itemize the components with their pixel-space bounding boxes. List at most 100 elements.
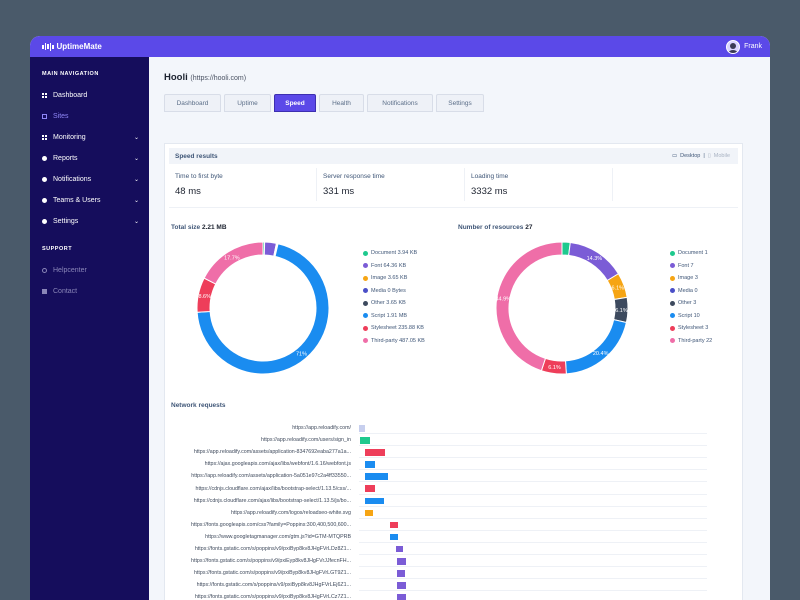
slice-label: 44.9%: [495, 297, 511, 303]
sidebar-item-reports[interactable]: Reports ⌄: [30, 148, 149, 169]
network-request-row[interactable]: https://cdnjs.cloudflare.com/ajax/libs/b…: [169, 495, 733, 507]
sidebar-item-label: Helpcenter: [53, 267, 87, 274]
sites-icon: [42, 114, 47, 119]
network-request-row[interactable]: https://fonts.gstatic.com/s/poppins/v9/p…: [169, 555, 733, 568]
metrics-row: Time to first byte 48 ms Server response…: [169, 168, 738, 208]
sidebar-item-label: Monitoring: [53, 134, 86, 141]
request-timeline: [359, 482, 707, 495]
chevron-down-icon: ⌄: [133, 135, 139, 141]
donut-slice[interactable]: [495, 241, 563, 372]
tab-health[interactable]: Health: [319, 94, 364, 112]
sidebar-item-dashboard[interactable]: Dashboard: [30, 85, 149, 106]
request-timing-bar[interactable]: [396, 558, 406, 565]
mobile-toggle[interactable]: Mobile: [713, 153, 730, 159]
slice-label: 6.1%: [615, 308, 628, 314]
legend-label: Script 10: [678, 312, 700, 319]
network-request-row[interactable]: https://fonts.gstatic.com/s/poppins/v9/p…: [169, 579, 733, 592]
request-timing-bar[interactable]: [396, 594, 406, 600]
legend-swatch: [670, 275, 675, 281]
legend-swatch: [363, 338, 368, 344]
sidebar-item-sites[interactable]: Sites: [30, 106, 149, 127]
network-request-row[interactable]: https://cdnjs.cloudflare.com/ajax/libs/b…: [169, 482, 733, 495]
request-timing-bar[interactable]: [365, 473, 389, 480]
slice-label: 17.7%: [224, 255, 240, 261]
request-timing-bar[interactable]: [365, 485, 375, 492]
request-timing-bar[interactable]: [390, 521, 398, 529]
slice-label: 20.4%: [593, 351, 609, 357]
legend-item: Script 10: [670, 310, 712, 323]
sidebar-item-settings[interactable]: Settings ⌄: [30, 211, 149, 232]
request-timing-bar[interactable]: [360, 437, 371, 444]
view-separator: |: [703, 153, 705, 159]
sidebar-item-helpcenter[interactable]: Helpcenter: [30, 260, 149, 281]
legend-label: Image 3.65 KB: [371, 275, 408, 282]
sidebar-item-label: Settings: [53, 218, 79, 225]
network-request-row[interactable]: https://app.reloadify.com/assets/applica…: [169, 470, 733, 483]
request-timeline: [359, 531, 707, 543]
legend-item: Font 64.36 KB: [363, 260, 425, 273]
sidebar-item-teams-users[interactable]: Teams & Users ⌄: [30, 190, 149, 211]
user-menu[interactable]: Frank: [726, 39, 762, 54]
legend-item: Stylesheet 3: [670, 322, 712, 335]
top-bar: UptimeMate Frank: [30, 36, 770, 57]
network-request-row[interactable]: https://app.reloadify.com/: [169, 422, 733, 435]
request-timeline: [359, 591, 707, 600]
legend-label: Document 1: [678, 250, 708, 257]
slice-label: 6.1%: [548, 365, 561, 371]
legend-item: Third-party 487.05 KB: [363, 335, 425, 348]
network-request-row[interactable]: https://ajax.googleapis.com/ajax/libs/we…: [169, 458, 733, 471]
tab-notifications[interactable]: Notifications: [367, 94, 433, 112]
donut-slice[interactable]: [203, 241, 264, 285]
request-timing-bar[interactable]: [365, 449, 386, 456]
request-timeline: [359, 543, 707, 556]
donut-slice[interactable]: [196, 243, 330, 375]
sidebar-item-label: Contact: [53, 288, 78, 295]
request-timing-bar[interactable]: [396, 570, 405, 577]
sidebar-item-contact[interactable]: Contact: [30, 281, 149, 302]
request-url: https://fonts.gstatic.com/s/poppins/v9/p…: [191, 558, 351, 565]
legend-item: Media 0: [670, 285, 712, 298]
sidebar: MAIN NAVIGATION Dashboard Sites Monitori…: [30, 57, 149, 600]
desktop-toggle[interactable]: Desktop: [680, 153, 701, 159]
users-icon: [42, 198, 47, 203]
request-timeline: [359, 507, 707, 519]
network-request-row[interactable]: https://fonts.gstatic.com/s/poppins/v9/p…: [169, 567, 733, 580]
request-timing-bar[interactable]: [365, 497, 385, 505]
request-timeline: [359, 567, 707, 580]
request-timing-bar[interactable]: [359, 425, 366, 432]
resources-legend: Document 1 Font 7 Image 3 Media 0 Other 3 Scr…: [670, 247, 712, 347]
network-request-row[interactable]: https://app.reloadify.com/assets/applica…: [169, 446, 733, 459]
legend-label: Font 7: [678, 262, 694, 269]
donut-slice[interactable]: [564, 319, 627, 375]
metric-server-response: Server response time 331 ms: [317, 168, 465, 201]
tab-uptime[interactable]: Uptime: [224, 94, 271, 112]
request-timing-bar[interactable]: [390, 533, 398, 541]
network-request-row[interactable]: https://app.reloadify.com/logos/reloadse…: [169, 507, 733, 519]
sidebar-item-notifications[interactable]: Notifications ⌄: [30, 169, 149, 190]
legend-label: Document 3.94 KB: [371, 250, 418, 257]
network-request-row[interactable]: https://www.googletagmanager.com/gtm.js?…: [169, 531, 733, 543]
request-url: https://app.reloadify.com/users/sign_in: [261, 437, 351, 444]
legend-item: Media 0 Bytes: [363, 285, 425, 298]
network-request-row[interactable]: https://fonts.gstatic.com/s/poppins/v9/p…: [169, 543, 733, 556]
speed-results-panel: Speed results ▭ Desktop | ▯ Mobile Time …: [164, 143, 743, 600]
request-timing-bar[interactable]: [395, 545, 403, 553]
legend-item: Other 3: [670, 297, 712, 310]
brand-logo[interactable]: UptimeMate: [42, 42, 102, 51]
legend-swatch: [363, 275, 368, 281]
request-url: https://app.reloadify.com/logos/reloadse…: [230, 509, 351, 516]
request-timing-bar[interactable]: [365, 461, 375, 468]
network-request-row[interactable]: https://app.reloadify.com/users/sign_in: [169, 434, 733, 447]
request-timing-bar[interactable]: [396, 582, 406, 589]
sidebar-item-monitoring[interactable]: Monitoring ⌄: [30, 127, 149, 148]
legend-item: Third-party 22: [670, 335, 712, 348]
tab-settings[interactable]: Settings: [436, 94, 484, 112]
sidebar-item-label: Teams & Users: [53, 197, 101, 204]
total-size-legend: Document 3.94 KB Font 64.36 KB Image 3.65 …: [363, 247, 425, 347]
network-request-row[interactable]: https://fonts.googleapis.com/css?family=…: [169, 519, 733, 531]
tab-speed[interactable]: Speed: [274, 94, 316, 112]
message-icon: [42, 289, 47, 294]
tab-dashboard[interactable]: Dashboard: [164, 94, 221, 112]
network-request-row[interactable]: https://fonts.gstatic.com/s/poppins/v9/p…: [169, 591, 733, 600]
request-timing-bar[interactable]: [365, 509, 373, 517]
